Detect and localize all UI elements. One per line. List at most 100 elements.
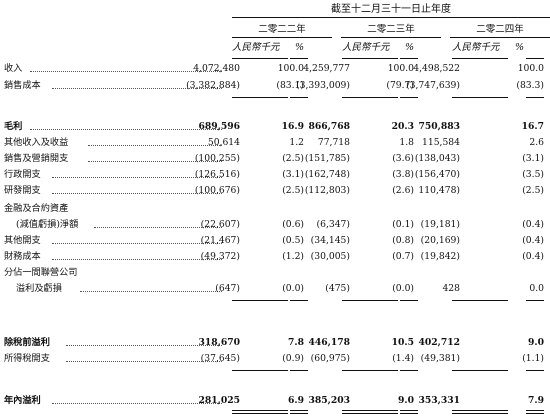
subtotal-rule xyxy=(342,370,398,371)
total-double-rule xyxy=(342,410,398,414)
leader-dots xyxy=(52,177,222,178)
pct-2024: (3.5) xyxy=(522,169,544,180)
amount-2022: (647) xyxy=(215,283,240,294)
pct-2023: (0.0) xyxy=(392,283,414,294)
year-header-2022: 二零二二年 xyxy=(258,24,306,35)
year-rule-2022 xyxy=(232,37,332,38)
amount-2024: 353,331 xyxy=(418,395,460,406)
pct-2023: (0.1) xyxy=(392,219,414,230)
row-label: 分佔一間聯營公司 xyxy=(4,267,78,278)
leader-dots xyxy=(66,361,222,362)
row-label: 其他開支 xyxy=(4,235,41,246)
leader-dots xyxy=(52,259,222,260)
leader-dots xyxy=(94,227,222,228)
pct-2023: 1.8 xyxy=(399,137,414,148)
pct-unit-2023: % xyxy=(404,42,414,53)
amount-2024: 110,478) xyxy=(418,185,460,196)
subtotal-rule xyxy=(232,300,288,301)
subtotal-rule xyxy=(342,97,398,98)
subtotal-rule xyxy=(232,370,288,371)
subtotal-rule xyxy=(526,300,544,301)
leader-dots xyxy=(52,403,222,404)
leader-dots xyxy=(52,243,222,244)
total-double-rule xyxy=(290,410,308,414)
sub-rule xyxy=(232,58,288,59)
year-header-2024: 二零二四年 xyxy=(476,24,524,35)
amount-2023: 77,718 xyxy=(317,137,350,148)
amount-2024: 4,498,522 xyxy=(413,63,460,74)
row-label: 銷售及營銷開支 xyxy=(4,153,69,164)
amount-2024: 428 xyxy=(442,283,460,294)
row-gross-profit: 毛利 689,596 16.9 866,768 20.3 750,883 16.… xyxy=(0,120,550,134)
subtotal-rule xyxy=(400,97,418,98)
pct-2024: (3.1) xyxy=(522,153,544,164)
total-double-rule xyxy=(400,410,418,414)
amount-2023: 4,259,777 xyxy=(303,63,350,74)
pct-2023: (3.6) xyxy=(392,153,414,164)
amount-2023: (475) xyxy=(325,283,350,294)
amount-2022: (3,382,884) xyxy=(186,80,240,91)
row-admin-expenses: 行政開支 (126,516) (3.1) (162,748) (3.8) (15… xyxy=(0,168,550,182)
subtotal-rule xyxy=(452,97,508,98)
subtotal-rule xyxy=(400,370,418,371)
subtotal-rule xyxy=(290,370,308,371)
leader-dots xyxy=(66,345,222,346)
leader-dots xyxy=(80,291,222,292)
amount-2023: (162,748) xyxy=(304,169,350,180)
amount-unit-2023: 人民幣千元 xyxy=(342,42,390,53)
amount-2023: 446,178 xyxy=(308,337,350,348)
amount-2022: (49,372) xyxy=(200,251,240,262)
total-double-rule xyxy=(526,410,544,414)
pct-unit-2022: % xyxy=(294,42,304,53)
pct-2024: (0.4) xyxy=(522,235,544,246)
row-selling-expenses: 銷售及營銷開支 (100,255) (2.5) (151,785) (3.6) … xyxy=(0,152,550,166)
pct-2023: (79.7) xyxy=(386,80,414,91)
pct-2022: 7.8 xyxy=(288,337,304,348)
pct-2024: 0.0 xyxy=(529,283,544,294)
row-finance-costs: 財務成本 (49,372) (1.2) (30,005) (0.7) (19,8… xyxy=(0,250,550,264)
pct-2023: (2.6) xyxy=(392,185,414,196)
amount-2023: (6,347) xyxy=(316,219,350,230)
row-financial-assets-heading: 金融及合約資產 xyxy=(0,202,550,216)
row-label: 年內溢利 xyxy=(4,395,41,406)
subtotal-rule xyxy=(232,97,288,98)
sub-rule xyxy=(526,58,544,59)
sub-rule xyxy=(342,58,398,59)
leader-dots xyxy=(88,161,222,162)
amount-2024: (3,747,639) xyxy=(406,80,460,91)
amount-2023: (151,785) xyxy=(304,153,350,164)
leader-dots xyxy=(52,88,222,89)
amount-unit-2022: 人民幣千元 xyxy=(232,42,280,53)
pct-2024: 100.0 xyxy=(517,63,544,74)
pct-2022: 1.2 xyxy=(289,137,304,148)
amount-2024: 115,584 xyxy=(422,137,460,148)
amount-2023: (34,145) xyxy=(310,235,350,246)
amount-2024: 750,883 xyxy=(418,121,460,132)
subtotal-rule xyxy=(290,97,308,98)
subtotal-rule xyxy=(452,370,508,371)
pct-2023: (1.4) xyxy=(392,353,414,364)
row-label: 溢利及虧損 xyxy=(16,283,62,294)
pct-2024: (2.5) xyxy=(522,185,544,196)
amount-2022: 689,596 xyxy=(198,121,240,132)
row-label: 所得稅開支 xyxy=(4,353,50,364)
amount-2022: (126,516) xyxy=(194,169,240,180)
amount-2024: (19,842) xyxy=(420,251,460,262)
year-rule-2024 xyxy=(450,37,550,38)
pct-2022: (3.1) xyxy=(282,169,304,180)
row-impairment: (減值虧損)淨額 (22,607) (0.6) (6,347) (0.1) (1… xyxy=(0,218,550,232)
amount-2023: (3,393,009) xyxy=(296,80,350,91)
subtotal-rule xyxy=(342,300,398,301)
amount-2024: (49,381) xyxy=(420,353,460,364)
pct-2023: (0.8) xyxy=(392,235,414,246)
subtotal-rule xyxy=(400,300,418,301)
pct-2023: 100.0 xyxy=(387,63,414,74)
amount-2022: 318,670 xyxy=(198,337,240,348)
pct-2024: (83.3) xyxy=(516,80,544,91)
row-profit-for-year: 年內溢利 281,025 6.9 385,203 9.0 353,331 7.9 xyxy=(0,394,550,408)
amount-2024: (138,043) xyxy=(414,153,460,164)
pct-2022: (1.2) xyxy=(282,251,304,262)
pct-2024: 9.0 xyxy=(528,337,544,348)
pct-2022: (0.9) xyxy=(282,353,304,364)
